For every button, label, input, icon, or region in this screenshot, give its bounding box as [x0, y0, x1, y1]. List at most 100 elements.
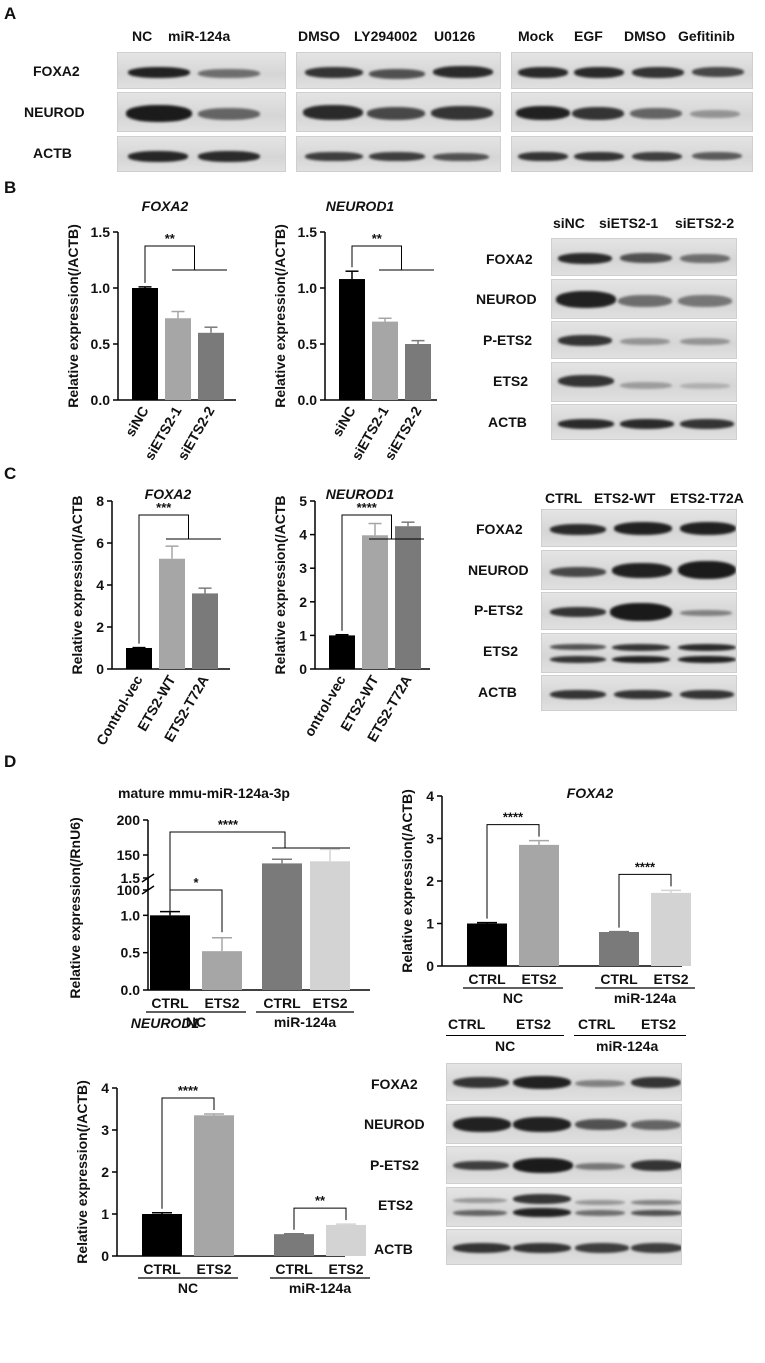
protein-band [128, 67, 190, 78]
bar [339, 279, 365, 400]
protein-band [513, 1117, 571, 1132]
lane-label: CTRL [448, 1016, 486, 1032]
protein-band [574, 67, 624, 78]
protein-band [369, 152, 425, 161]
blot-strip [446, 1104, 682, 1144]
protein-band [692, 67, 744, 77]
protein-band [556, 291, 616, 308]
protein-band [680, 419, 734, 429]
y-tick-label: 1.5 [121, 870, 141, 886]
x-tick-label: CTRL [468, 971, 506, 987]
row-label: P-ETS2 [474, 602, 524, 618]
y-tick-label: 0 [426, 958, 434, 974]
significance-bracket [351, 245, 402, 270]
bar-chart: FOXA2 0.0 0.5 1.0 1.5 Relative expression(/AC… [65, 198, 236, 463]
protein-band [678, 561, 736, 579]
protein-band [632, 152, 682, 161]
x-tick-label: CTRL [275, 1261, 313, 1277]
lane-label: siNC [553, 215, 585, 231]
x-tick-label: ETS2 [328, 1261, 363, 1277]
y-tick-label: 1.0 [91, 280, 111, 296]
protein-band [198, 151, 260, 162]
y-tick-label: 0 [96, 661, 104, 677]
y-tick-label: 2 [426, 873, 434, 889]
bar [142, 1214, 182, 1256]
blot-strip [551, 321, 737, 359]
y-tick-label: 0.5 [298, 336, 318, 352]
y-tick-label: 200 [117, 812, 141, 828]
y-tick-label: 6 [96, 535, 104, 551]
row-label: P-ETS2 [370, 1157, 420, 1173]
y-axis-label: Relative expression(/ACTB) [65, 224, 81, 408]
bar [274, 1234, 314, 1256]
protein-band [513, 1194, 571, 1204]
x-tick-label: CTRL [600, 971, 638, 987]
row-label: ACTB [374, 1241, 413, 1257]
y-tick-label: 4 [96, 577, 104, 593]
bar [467, 923, 507, 966]
protein-band [303, 105, 363, 120]
y-tick-label: 1 [426, 916, 434, 932]
group-label: NC [186, 1014, 206, 1030]
protein-band [513, 1208, 571, 1217]
significance-bracket [138, 514, 189, 644]
protein-band [631, 1200, 681, 1205]
lane-label: LY294002 [354, 28, 418, 44]
blot-strip [117, 92, 286, 132]
bar [159, 558, 185, 669]
panel-letter-c: C [4, 464, 17, 483]
bar [194, 1115, 234, 1256]
y-tick-label: 0.0 [298, 392, 318, 408]
panel-letter-b: B [4, 178, 17, 197]
group-label: miR-124a [614, 990, 676, 1006]
protein-band [550, 607, 606, 617]
bar-chart: NEUROD1 0 1 2 3 4 Relative expression(/ACTB) CT… [74, 1015, 370, 1296]
bar [329, 635, 355, 669]
protein-band [612, 563, 672, 578]
protein-band [550, 656, 606, 663]
significance-bracket [161, 1097, 215, 1209]
bar [150, 915, 190, 990]
y-tick-label: 3 [299, 560, 307, 576]
protein-band [631, 1210, 681, 1216]
y-tick-label: 2 [299, 594, 307, 610]
lane-label: U0126 [434, 28, 476, 44]
x-tick-label: ETS2 [653, 971, 688, 987]
significance-label: **** [178, 1083, 199, 1098]
protein-band [433, 153, 489, 161]
group-label: miR-124a [274, 1014, 336, 1030]
x-tick-label: CTRL [143, 1261, 181, 1277]
group-label: NC [503, 990, 523, 1006]
blot-strip [446, 1063, 682, 1101]
chart-title: FOXA2 [567, 785, 614, 801]
y-tick-label: 1 [299, 627, 307, 643]
significance-bracket [486, 824, 540, 919]
group-label: miR-124a [289, 1280, 351, 1296]
bar [126, 648, 152, 669]
row-label: ACTB [488, 414, 527, 430]
y-tick-label: 0 [299, 661, 307, 677]
blot-strip [511, 52, 753, 89]
x-tick-label: CTRL [263, 995, 301, 1011]
protein-band [513, 1158, 573, 1173]
x-tick-label: siNC [122, 404, 152, 440]
significance-label: **** [357, 500, 378, 515]
group-label: NC [178, 1280, 198, 1296]
protein-band [558, 375, 614, 387]
protein-band [575, 1163, 625, 1170]
y-tick-label: 2 [101, 1164, 109, 1180]
row-label: FOXA2 [486, 251, 533, 267]
blot-strip [551, 404, 737, 440]
blot-strip [296, 52, 501, 89]
x-tick-label: siNC [329, 404, 359, 440]
bar-chart: NEUROD1 0.0 0.5 1.0 1.5 Relative expression(/… [272, 198, 437, 463]
row-label: FOXA2 [371, 1076, 418, 1092]
significance-bracket [169, 889, 223, 933]
y-tick-label: 100 [117, 882, 141, 898]
y-axis-label: Relative expression(/ACTB [69, 496, 85, 675]
protein-band [453, 1077, 509, 1088]
protein-band [558, 419, 614, 429]
lane-label: ETS2 [516, 1016, 552, 1032]
